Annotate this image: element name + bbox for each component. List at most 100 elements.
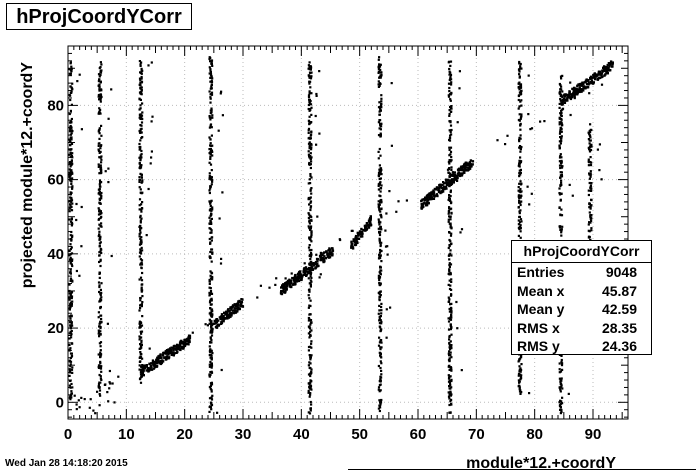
band-point xyxy=(97,130,100,133)
band-point xyxy=(377,206,380,209)
band-point xyxy=(519,145,522,148)
band-point xyxy=(560,77,563,80)
band-point xyxy=(68,249,71,253)
cluster-point xyxy=(468,165,471,168)
band-point xyxy=(560,364,564,367)
cluster-point xyxy=(147,369,150,372)
band-point xyxy=(590,143,593,146)
band-point xyxy=(68,369,72,372)
sparse-point xyxy=(319,251,322,254)
band-point xyxy=(560,111,563,114)
band-point xyxy=(307,198,310,201)
band-point xyxy=(308,92,311,95)
band-point xyxy=(560,166,564,169)
band-point xyxy=(307,103,310,107)
band-point xyxy=(379,226,382,229)
band-point xyxy=(307,345,311,349)
band-point xyxy=(209,185,212,188)
band-point xyxy=(377,68,380,71)
cluster-point xyxy=(441,190,444,193)
cluster-point xyxy=(143,364,146,367)
cluster-point xyxy=(306,268,310,271)
cluster-point xyxy=(227,308,230,311)
sparse-point xyxy=(284,277,287,280)
band-point xyxy=(448,375,451,379)
cluster-point xyxy=(230,308,233,311)
band-point xyxy=(210,83,213,86)
band-point xyxy=(559,383,562,386)
band-point xyxy=(377,121,380,124)
band-point xyxy=(98,284,101,287)
cluster-point xyxy=(453,171,456,174)
cluster-point xyxy=(561,95,564,98)
band-point xyxy=(139,330,142,333)
band-point xyxy=(140,332,143,335)
band-point xyxy=(139,113,142,116)
band-point xyxy=(318,70,321,73)
cluster-point xyxy=(462,165,465,168)
band-point xyxy=(560,137,563,140)
band-point xyxy=(448,279,451,282)
cluster-point xyxy=(187,337,190,340)
cluster-point xyxy=(321,253,324,257)
y-tick-label: 80 xyxy=(47,97,64,114)
cluster-point xyxy=(316,260,319,263)
cluster-point xyxy=(234,303,237,306)
band-point xyxy=(378,253,381,256)
band-point xyxy=(378,223,381,226)
band-point xyxy=(100,378,103,381)
band-point xyxy=(450,81,453,84)
band-point xyxy=(558,377,561,380)
cluster-point xyxy=(589,77,592,80)
cluster-point xyxy=(599,76,602,79)
band-point xyxy=(559,408,562,411)
cluster-point xyxy=(180,346,183,349)
band-point xyxy=(208,375,211,378)
band-point xyxy=(210,370,213,373)
cluster-point xyxy=(185,342,189,345)
band-point xyxy=(138,320,141,323)
band-point xyxy=(517,107,520,110)
band-point xyxy=(559,198,562,201)
band-point xyxy=(140,173,143,176)
band-point xyxy=(450,254,453,257)
band-point xyxy=(449,354,452,357)
band-point xyxy=(140,286,143,289)
band-point xyxy=(447,358,451,361)
band-point xyxy=(448,268,451,271)
band-point xyxy=(70,129,73,132)
cluster-point xyxy=(294,273,297,277)
band-point xyxy=(69,173,72,176)
band-point xyxy=(98,75,101,78)
band-point xyxy=(209,270,212,273)
band-point xyxy=(307,182,310,185)
band-point xyxy=(459,231,462,234)
band-point xyxy=(379,243,382,246)
band-point xyxy=(590,217,593,220)
band-point xyxy=(384,245,388,248)
stats-label: Mean x xyxy=(517,282,565,299)
band-point xyxy=(211,252,214,255)
band-point xyxy=(141,179,144,182)
band-point xyxy=(559,390,562,393)
band-point xyxy=(69,85,72,88)
band-point xyxy=(517,186,520,189)
sparse-point xyxy=(543,120,546,123)
band-point xyxy=(210,183,213,186)
band-point xyxy=(519,236,522,239)
band-point xyxy=(97,235,100,238)
cluster-point xyxy=(288,278,291,281)
band-point xyxy=(141,283,144,286)
band-point xyxy=(518,76,521,79)
stats-value: 24.36 xyxy=(601,338,637,354)
x-tick-label: 60 xyxy=(410,426,427,443)
band-point xyxy=(208,191,211,195)
band-point xyxy=(140,75,143,79)
band-point xyxy=(449,303,452,306)
band-point xyxy=(309,381,312,384)
band-point xyxy=(208,280,211,283)
cluster-point xyxy=(425,197,429,200)
cluster-point xyxy=(186,339,189,342)
band-point xyxy=(449,98,452,101)
